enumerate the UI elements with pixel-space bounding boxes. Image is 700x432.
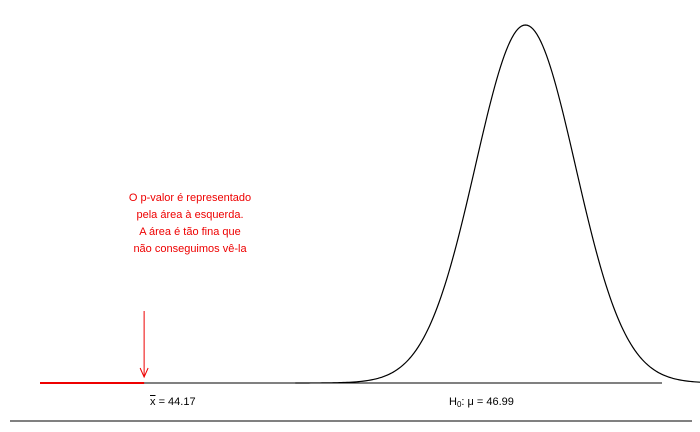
null-mean-value: : μ = 46.99 xyxy=(461,396,514,408)
h0-symbol: H xyxy=(449,396,457,408)
annotation-line: O p-valor é representado xyxy=(128,192,252,204)
xbar-symbol: x xyxy=(150,396,156,408)
density-curve xyxy=(295,24,700,384)
sample-mean-label: x = 44.17 xyxy=(150,396,196,408)
h0-subscript: 0 xyxy=(456,400,462,409)
null-mean-label: H0: μ = 46.99 xyxy=(449,396,514,409)
annotation-line: A área é tão fina que xyxy=(139,226,241,238)
pvalue-annotation: O p-valor é representado pela área à esq… xyxy=(100,190,280,258)
arrow-head-icon xyxy=(139,367,149,379)
sample-mean-value: = 44.17 xyxy=(158,396,196,408)
annotation-line: pela área à esquerda. xyxy=(136,209,244,221)
annotation-line: não conseguimos vê-la xyxy=(133,243,247,255)
